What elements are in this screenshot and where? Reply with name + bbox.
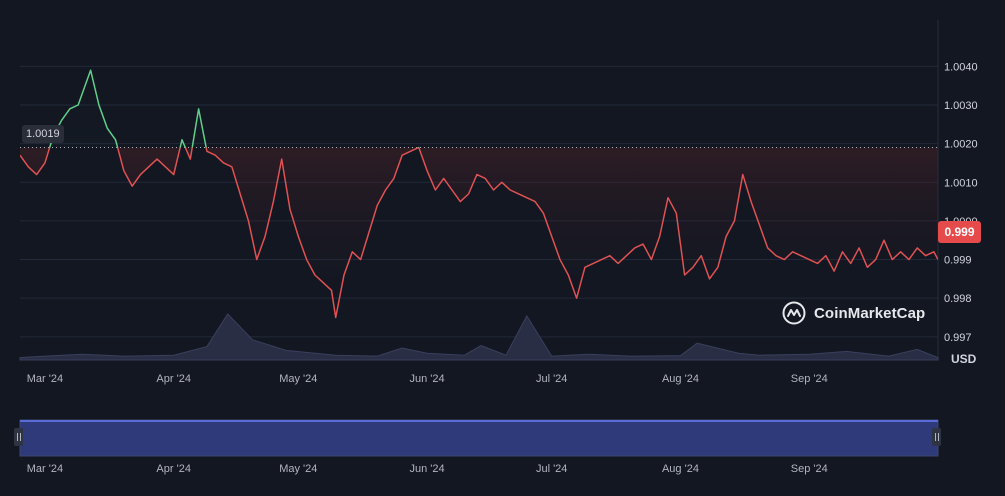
price-line-below xyxy=(20,147,938,319)
y-tick-label: 1.0040 xyxy=(944,61,978,73)
current-price-badge: 0.999 xyxy=(938,221,981,243)
x-tick-label: Aug '24 xyxy=(662,373,699,385)
navigator-tick-label: Apr '24 xyxy=(156,463,191,475)
y-tick-label: 0.998 xyxy=(944,293,972,305)
coinmarketcap-logo: CoinMarketCap xyxy=(782,301,925,325)
navigator-tick-label: Aug '24 xyxy=(662,463,699,475)
x-tick-label: Jul '24 xyxy=(536,373,567,385)
currency-label: USD xyxy=(951,352,977,366)
below-reference-fill xyxy=(20,147,938,318)
x-tick-label: May '24 xyxy=(279,373,317,385)
volume-area xyxy=(19,313,939,361)
navigator-handle-left[interactable] xyxy=(14,428,23,446)
y-tick-label: 0.997 xyxy=(944,332,972,344)
navigator-tick-label: Sep '24 xyxy=(791,463,828,475)
logo-text: CoinMarketCap xyxy=(814,304,926,322)
navigator-window xyxy=(19,419,939,457)
y-tick-label: 1.0020 xyxy=(944,139,978,151)
y-tick-label: 0.999 xyxy=(944,255,972,267)
navigator-tick-label: Jul '24 xyxy=(536,463,567,475)
coinmarketcap-logo-icon xyxy=(782,301,806,325)
y-tick-label: 1.0010 xyxy=(944,177,978,189)
above-reference-fill xyxy=(20,70,938,148)
y-tick-label: 1.0030 xyxy=(944,100,978,112)
navigator-tick-label: May '24 xyxy=(279,463,317,475)
x-tick-label: Jun '24 xyxy=(410,373,445,385)
x-tick-label: Mar '24 xyxy=(27,373,63,385)
navigator-handle-right[interactable] xyxy=(932,428,941,446)
navigator-tick-label: Jun '24 xyxy=(410,463,445,475)
navigator-tick-label: Mar '24 xyxy=(27,463,63,475)
x-tick-label: Sep '24 xyxy=(791,373,828,385)
reference-price-label: 1.0019 xyxy=(22,125,64,143)
x-tick-label: Apr '24 xyxy=(156,373,191,385)
